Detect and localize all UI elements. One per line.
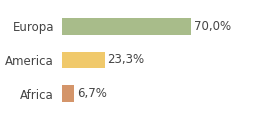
- Text: 23,3%: 23,3%: [108, 54, 144, 66]
- Text: 6,7%: 6,7%: [77, 87, 107, 100]
- Bar: [62, 52, 105, 68]
- Bar: [62, 85, 74, 102]
- Text: 70,0%: 70,0%: [194, 20, 231, 33]
- Bar: [62, 18, 191, 35]
